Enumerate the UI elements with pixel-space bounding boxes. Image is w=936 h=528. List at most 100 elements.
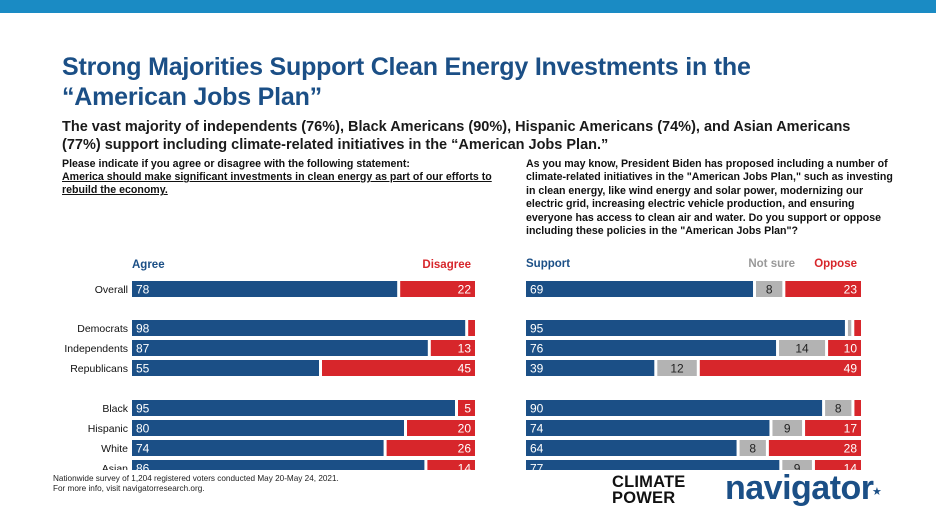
support-chart-bar-asian-oppose: [814, 460, 861, 470]
support-chart-bar-democrats-support: [526, 320, 845, 336]
support-chart-label-overall-oppose: 23: [844, 283, 858, 297]
category-label-democrats: Democrats: [77, 323, 128, 335]
agree-chart-bar-republicans-agree: [132, 360, 319, 376]
agree-chart-bar-democrats-disagree: [468, 320, 475, 336]
agree-chart-label-hispanic-agree: 80: [136, 422, 150, 436]
agree-chart-bar-independents-agree: [132, 340, 428, 356]
agree-chart-bar-hispanic-disagree: [407, 420, 475, 436]
agree-chart-label-republicans-agree: 55: [136, 362, 150, 376]
support-chart-legend-not-sure: Not sure: [748, 258, 795, 270]
agree-chart-bar-overall-disagree: [400, 281, 475, 297]
support-chart-label-independents-oppose: 10: [844, 342, 858, 356]
support-chart-label-hispanic-not-sure: 9: [784, 422, 791, 436]
agree-chart-bar-white-disagree: [386, 440, 475, 456]
support-chart-bar-independents-oppose: [828, 340, 861, 356]
agree-chart-label-independents-disagree: 13: [458, 342, 472, 356]
support-chart-label-white-support: 64: [530, 442, 544, 456]
support-chart-label-black-not-sure: 8: [835, 402, 842, 416]
category-label-asian: Asian: [102, 463, 128, 470]
agree-chart-label-white-disagree: 26: [458, 442, 472, 456]
support-chart-legend-oppose: Oppose: [814, 258, 857, 270]
category-label-white: White: [101, 443, 128, 455]
support-chart-label-black-support: 90: [530, 402, 544, 416]
support-chart-bar-democrats-not-sure: [847, 320, 852, 336]
climate-power-logo-line1: CLIMATE: [612, 473, 686, 491]
agree-chart-bar-republicans-disagree: [322, 360, 475, 376]
agree-chart-label-asian-disagree: 14: [458, 462, 472, 471]
footnote: Nationwide survey of 1,204 registered vo…: [53, 474, 453, 494]
support-chart-bar-independents-not-sure: [779, 340, 826, 356]
support-chart-bar-white-oppose: [768, 440, 861, 456]
agree-chart-bar-overall-agree: [132, 281, 398, 297]
agree-chart-bar-asian-agree: [132, 460, 425, 470]
agree-chart-label-hispanic-disagree: 20: [458, 422, 472, 436]
climate-power-logo-line2: POWER: [612, 489, 676, 507]
navigator-logo-star: ★: [872, 486, 882, 498]
support-chart-label-hispanic-oppose: 17: [844, 422, 858, 436]
category-label-overall: Overall: [95, 284, 128, 296]
agree-chart-label-black-agree: 95: [136, 402, 150, 416]
page-subtitle: The vast majority of independents (76%),…: [62, 119, 851, 153]
agree-chart-label-black-disagree: 5: [464, 402, 471, 416]
support-chart-bar-white-support: [526, 440, 737, 456]
agree-chart-bar-black-disagree: [458, 400, 475, 416]
navigator-logo: navigator: [725, 469, 874, 507]
agree-chart-bar-white-agree: [132, 440, 384, 456]
support-chart-bar-republicans-support: [526, 360, 655, 376]
agree-chart-legend-agree: Agree: [132, 259, 165, 271]
support-chart-label-republicans-oppose: 49: [844, 362, 858, 376]
left-question-intro: Please indicate if you agree or disagree…: [62, 158, 410, 170]
agree-chart-label-overall-disagree: 22: [458, 283, 472, 297]
support-chart-bar-overall-support: [526, 281, 754, 297]
support-chart-bar-asian-not-sure: [782, 460, 812, 470]
support-chart-bar-republicans-not-sure: [657, 360, 697, 376]
footnote-survey: Nationwide survey of 1,204 registered vo…: [53, 474, 339, 483]
support-chart-bar-black-support: [526, 400, 823, 416]
agree-chart-label-independents-agree: 87: [136, 342, 150, 356]
support-chart-bar-black-oppose: [854, 400, 861, 416]
left-question-statement: America should make significant investme…: [62, 171, 492, 196]
support-chart-bar-asian-support: [526, 460, 780, 470]
support-chart-label-white-not-sure: 8: [749, 442, 756, 456]
support-chart-label-independents-support: 76: [530, 342, 544, 356]
agree-chart-label-white-agree: 74: [136, 442, 150, 456]
support-chart-bar-independents-support: [526, 340, 777, 356]
support-chart-legend-support: Support: [526, 258, 570, 270]
right-question: As you may know, President Biden has pro…: [526, 158, 893, 238]
support-chart-label-asian-not-sure: 9: [794, 462, 801, 471]
support-chart-label-democrats-support: 95: [530, 322, 544, 336]
support-chart-bar-white-not-sure: [739, 440, 766, 456]
support-chart-label-overall-support: 69: [530, 283, 544, 297]
agree-chart-bar-democrats-agree: [132, 320, 466, 336]
agree-chart-label-republicans-disagree: 45: [458, 362, 472, 376]
agree-chart-label-asian-agree: 86: [136, 462, 150, 471]
support-chart-label-asian-oppose: 14: [844, 462, 858, 471]
support-chart-bar-black-not-sure: [825, 400, 852, 416]
support-chart-bar-hispanic-support: [526, 420, 770, 436]
category-label-black: Black: [102, 403, 128, 415]
support-chart-bar-hispanic-oppose: [805, 420, 861, 436]
support-chart-bar-overall-not-sure: [756, 281, 783, 297]
support-chart-label-asian-support: 77: [530, 462, 544, 471]
page-title: Strong Majorities Support Clean Energy I…: [62, 53, 751, 111]
footnote-info: For more info, visit navigatorresearch.o…: [53, 484, 205, 493]
agree-chart-bar-asian-disagree: [427, 460, 475, 470]
agree-chart-bar-independents-disagree: [430, 340, 475, 356]
category-label-republicans: Republicans: [70, 363, 128, 375]
support-chart-label-hispanic-support: 74: [530, 422, 544, 436]
agree-chart-label-democrats-agree: 98: [136, 322, 150, 336]
climate-power-logo: CLIMATE POWER: [612, 473, 686, 507]
agree-chart-bar-black-agree: [132, 400, 455, 416]
category-label-hispanic: Hispanic: [88, 423, 128, 435]
support-chart-bar-republicans-oppose: [699, 360, 861, 376]
agree-chart-bar-hispanic-agree: [132, 420, 404, 436]
left-question: Please indicate if you agree or disagree…: [62, 158, 492, 197]
support-chart-label-white-oppose: 28: [844, 442, 858, 456]
top-accent-bar: [0, 0, 936, 13]
support-chart-label-republicans-support: 39: [530, 362, 544, 376]
support-chart-bar-overall-oppose: [785, 281, 861, 297]
support-chart-bar-hispanic-not-sure: [772, 420, 803, 436]
support-chart-label-overall-not-sure: 8: [766, 283, 773, 297]
category-label-independents: Independents: [64, 343, 128, 355]
